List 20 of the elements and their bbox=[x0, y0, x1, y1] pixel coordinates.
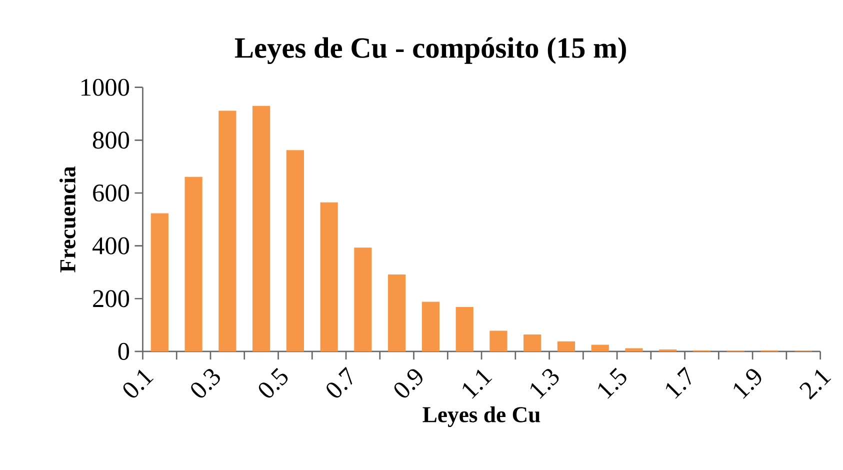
y-tick-label: 0 bbox=[118, 343, 130, 360]
y-axis-title: Frecuencia bbox=[60, 166, 76, 273]
y-tick-label: 1000 bbox=[82, 79, 130, 96]
x-tick-label: 0.7 bbox=[326, 367, 352, 398]
x-tick-label: 0.5 bbox=[258, 368, 288, 398]
x-tick-label: 1.3 bbox=[530, 369, 559, 400]
x-tick-label: 2.1 bbox=[799, 370, 832, 400]
x-tick-label: 1.5 bbox=[598, 368, 626, 400]
x-tick-label: 1.9 bbox=[734, 369, 762, 400]
x-tick-label: 0.3 bbox=[191, 369, 220, 398]
x-tick-label: 1.1 bbox=[462, 370, 492, 400]
y-tick-label: 200 bbox=[93, 290, 130, 308]
x-axis-title: Leyes de Cu bbox=[422, 406, 540, 428]
x-tick-label: 0.1 bbox=[123, 370, 154, 398]
y-tick-label: 400 bbox=[92, 238, 130, 255]
x-tick-label: 1.7 bbox=[666, 366, 691, 400]
chart-title: Leyes de Cu - compósito (15 m) bbox=[234, 37, 626, 64]
x-tick-label: 0.9 bbox=[394, 369, 422, 398]
y-tick-label: 800 bbox=[92, 132, 130, 149]
y-tick-label: 600 bbox=[93, 184, 130, 202]
